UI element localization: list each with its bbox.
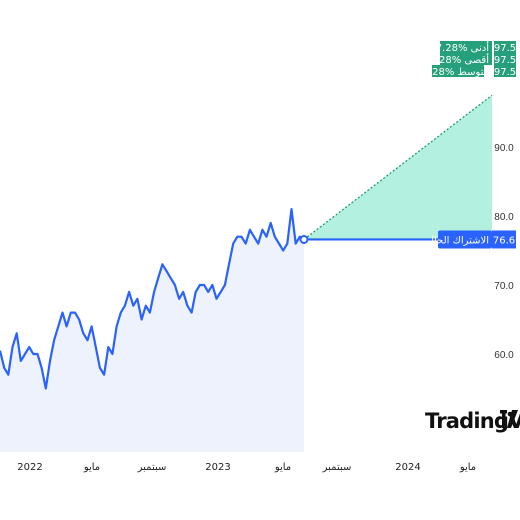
price-area-fill [0,209,304,452]
x-axis: 2022 مايو سبتمبر 2023 مايو سبتمبر 2024 مايو [17,462,476,473]
forecast-badge-value: 97.5 [494,67,516,78]
forecast-badge-value: 97.5 [494,55,516,66]
x-tick-label: 2024 [395,462,420,473]
current-label-badge [438,230,492,249]
forecast-badge-value: 97.5 [494,43,516,54]
x-tick-label: مايو [459,462,476,473]
x-tick-label: سبتمبر [322,462,352,473]
y-axis: 60.0 70.0 80.0 90.0 [494,143,514,361]
y-tick-label: 60.0 [494,350,514,361]
x-tick-label: سبتمبر [137,462,167,473]
current-value-badge [492,230,516,249]
y-tick-label: 80.0 [494,212,514,223]
forecast-badge-label-bg [440,41,492,53]
x-tick-label: مايو [274,462,291,473]
forecast-badge-label: +27.28% أقصى [415,53,489,66]
forecast-badge-label: +27.28% متوسط [408,67,489,78]
current-label: الاشتراك الحالي [423,235,489,246]
x-tick-label: 2023 [205,462,230,473]
current-value-label: 76.6 [493,235,515,246]
y-tick-label: 90.0 [494,143,514,154]
current-price-point [299,234,309,244]
forecast-badge-value-bg [494,53,516,65]
current-price-marker: الاشتراك الحالي 76.6 [299,230,516,249]
forecast-zone [303,94,493,240]
forecast-badge-value-bg [494,41,516,53]
x-tick-label: 2022 [17,462,42,473]
price-area [0,209,304,452]
forecast-average-line [303,94,493,240]
tradingview-watermark: TradingView [425,409,520,433]
x-tick-label: مايو [83,462,100,473]
forecast-badges: +27.28% أدنى 97.5 +27.28% أقصى 97.5 +27.28% … [408,41,516,78]
forecast-badge-label-bg [432,65,484,77]
y-tick-label: 70.0 [494,281,514,292]
forecast-badge-label-bg [440,53,492,65]
forecast-badge-label: +27.28% أدنى [421,41,489,54]
price-line [0,208,305,390]
tradingview-logo-icon [500,410,518,428]
price-series [0,208,305,390]
forecast-badge-value-bg [494,65,516,77]
